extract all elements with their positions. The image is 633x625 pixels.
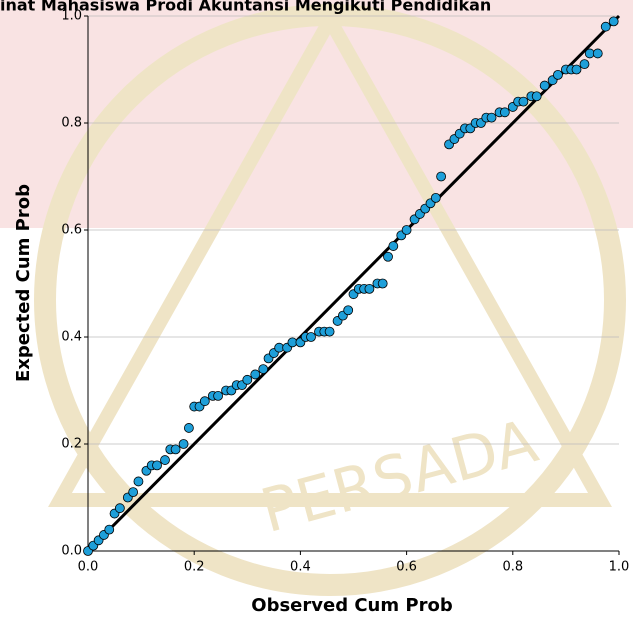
- x-axis-label: Observed Cum Prob: [251, 595, 453, 616]
- x-tick-label: 0.0: [78, 560, 99, 575]
- point: [402, 226, 411, 235]
- y-axis-label: Expected Cum Prob: [13, 184, 34, 382]
- point: [609, 17, 618, 26]
- point: [540, 81, 549, 90]
- point: [307, 333, 316, 342]
- y-tick-label: 0.4: [61, 330, 82, 345]
- point: [365, 284, 374, 293]
- point: [344, 306, 353, 315]
- point: [532, 92, 541, 101]
- point: [200, 397, 209, 406]
- point: [134, 477, 143, 486]
- point: [500, 108, 509, 117]
- point: [160, 456, 169, 465]
- point: [179, 440, 188, 449]
- x-tick-label: 1.0: [609, 560, 630, 575]
- point: [431, 193, 440, 202]
- point: [572, 65, 581, 74]
- point: [115, 504, 124, 513]
- point: [251, 370, 260, 379]
- point: [519, 97, 528, 106]
- point: [153, 461, 162, 470]
- point: [593, 49, 602, 58]
- point: [384, 252, 393, 261]
- x-tick-label: 0.6: [396, 560, 417, 575]
- point: [437, 172, 446, 181]
- point: [601, 22, 610, 31]
- y-tick-label: 0.0: [61, 544, 82, 559]
- point: [105, 525, 114, 534]
- point: [259, 365, 268, 374]
- point: [389, 242, 398, 251]
- y-tick-label: 0.6: [61, 223, 82, 238]
- point: [580, 60, 589, 69]
- point: [487, 113, 496, 122]
- point: [171, 445, 180, 454]
- chart: PERSADA inat Mahasiswa Prodi Akuntansi M…: [0, 0, 633, 621]
- y-tick-label: 0.8: [61, 116, 82, 131]
- y-tick-label: 1.0: [61, 9, 82, 24]
- x-tick-label: 0.8: [502, 560, 523, 575]
- y-tick-label: 0.2: [61, 437, 82, 452]
- point: [184, 423, 193, 432]
- point: [378, 279, 387, 288]
- point: [325, 327, 334, 336]
- point: [129, 488, 138, 497]
- point: [243, 375, 252, 384]
- x-tick-label: 0.2: [184, 560, 205, 575]
- point: [214, 391, 223, 400]
- point: [553, 70, 562, 79]
- x-tick-label: 0.4: [290, 560, 311, 575]
